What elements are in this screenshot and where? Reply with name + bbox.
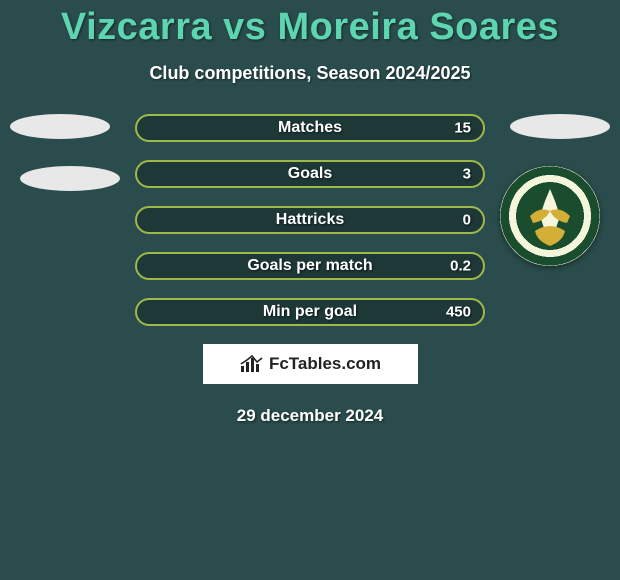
stat-value-right: 15 — [454, 120, 471, 137]
comparison-area: Matches 15 Goals 3 Hattricks 0 Goals per… — [0, 114, 620, 426]
stat-label: Goals per match — [247, 257, 372, 275]
branding-badge: FcTables.com — [203, 344, 418, 384]
player-left-club-placeholder — [20, 166, 120, 191]
player-right-club-badge — [500, 166, 600, 266]
stat-bar-min-per-goal: Min per goal 450 — [135, 298, 485, 326]
stat-label: Hattricks — [276, 211, 344, 229]
chart-icon — [239, 354, 265, 374]
stat-label: Goals — [288, 165, 332, 183]
stat-value-right: 0.2 — [450, 258, 471, 275]
page-title: Vizcarra vs Moreira Soares — [0, 0, 620, 49]
subtitle: Club competitions, Season 2024/2025 — [0, 63, 620, 84]
player-right-avatar-placeholder — [510, 114, 610, 139]
stat-bar-matches: Matches 15 — [135, 114, 485, 142]
stat-label: Matches — [278, 119, 342, 137]
club-badge-icon — [515, 181, 585, 251]
player-left-avatar-placeholder — [10, 114, 110, 139]
stat-bar-goals-per-match: Goals per match 0.2 — [135, 252, 485, 280]
stat-bar-hattricks: Hattricks 0 — [135, 206, 485, 234]
stat-value-right: 450 — [446, 304, 471, 321]
stat-bar-goals: Goals 3 — [135, 160, 485, 188]
date-text: 29 december 2024 — [10, 406, 610, 426]
stat-bars: Matches 15 Goals 3 Hattricks 0 Goals per… — [135, 114, 485, 326]
stat-label: Min per goal — [263, 303, 357, 321]
branding-text: FcTables.com — [269, 354, 381, 374]
stat-value-right: 3 — [463, 166, 471, 183]
stat-value-right: 0 — [463, 212, 471, 229]
